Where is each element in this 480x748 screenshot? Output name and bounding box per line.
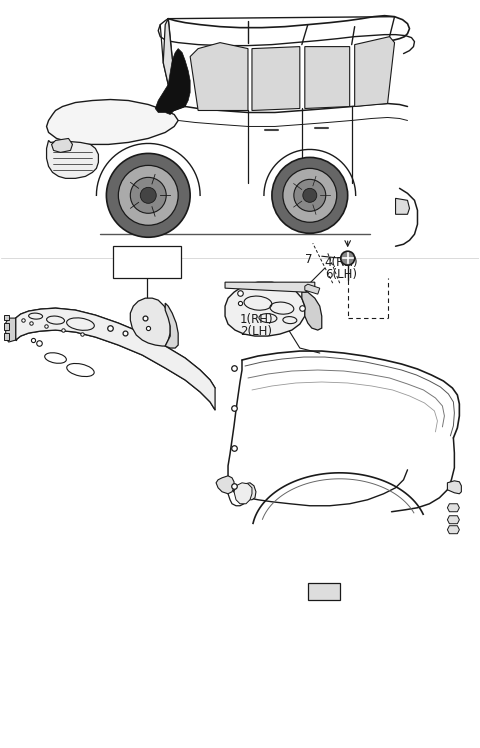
Circle shape — [303, 188, 317, 202]
Circle shape — [294, 180, 326, 211]
Polygon shape — [305, 46, 350, 108]
Polygon shape — [4, 333, 9, 340]
Polygon shape — [155, 49, 190, 114]
Polygon shape — [130, 298, 170, 346]
Polygon shape — [16, 308, 215, 410]
Text: 3(RH): 3(RH) — [115, 248, 149, 261]
Polygon shape — [4, 315, 9, 320]
Polygon shape — [396, 198, 409, 214]
Text: 4(RH): 4(RH) — [325, 257, 359, 269]
Text: 1(RH): 1(RH) — [240, 313, 274, 326]
Polygon shape — [355, 37, 395, 106]
Polygon shape — [447, 526, 459, 534]
Circle shape — [272, 157, 348, 233]
Polygon shape — [447, 503, 459, 512]
Polygon shape — [4, 323, 9, 330]
Text: 5(LH): 5(LH) — [115, 258, 147, 272]
Text: 7: 7 — [305, 254, 312, 266]
Polygon shape — [225, 282, 315, 292]
Polygon shape — [47, 99, 178, 144]
Polygon shape — [234, 482, 252, 503]
Circle shape — [107, 153, 190, 237]
Polygon shape — [252, 46, 300, 111]
Polygon shape — [6, 318, 16, 342]
Polygon shape — [190, 43, 248, 111]
Polygon shape — [447, 515, 459, 524]
Polygon shape — [308, 583, 340, 600]
Polygon shape — [305, 284, 320, 294]
Polygon shape — [163, 19, 185, 111]
Circle shape — [283, 168, 336, 222]
Polygon shape — [447, 481, 461, 494]
Polygon shape — [302, 292, 322, 330]
Circle shape — [130, 177, 166, 213]
Text: 6(LH): 6(LH) — [325, 269, 357, 281]
Polygon shape — [225, 282, 305, 336]
Circle shape — [119, 165, 178, 225]
Text: 2(LH): 2(LH) — [240, 325, 272, 338]
Polygon shape — [242, 482, 256, 500]
Polygon shape — [216, 476, 234, 494]
Circle shape — [140, 187, 156, 203]
FancyBboxPatch shape — [113, 246, 181, 278]
Circle shape — [341, 251, 355, 266]
Polygon shape — [165, 303, 178, 348]
Polygon shape — [47, 141, 98, 178]
Polygon shape — [51, 138, 72, 153]
